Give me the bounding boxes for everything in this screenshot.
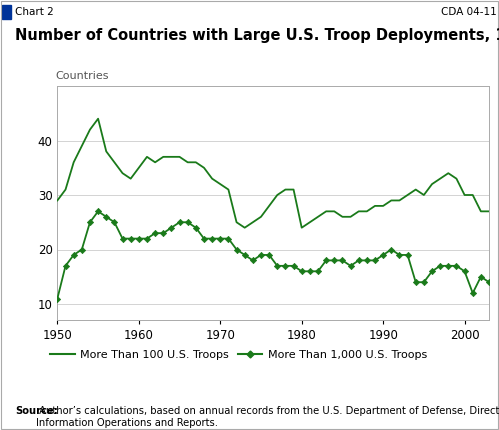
Text: Countries: Countries bbox=[55, 71, 109, 81]
Legend: More Than 100 U.S. Troops, More Than 1,000 U.S. Troops: More Than 100 U.S. Troops, More Than 1,0… bbox=[46, 345, 432, 364]
Text: Author’s calculations, based on annual records from the U.S. Department of Defen: Author’s calculations, based on annual r… bbox=[36, 406, 499, 428]
Text: CDA 04-11: CDA 04-11 bbox=[441, 7, 497, 17]
Text: Number of Countries with Large U.S. Troop Deployments, 1950-2003: Number of Countries with Large U.S. Troo… bbox=[15, 28, 499, 43]
Text: Chart 2: Chart 2 bbox=[15, 7, 54, 17]
Text: Source:: Source: bbox=[15, 406, 58, 416]
Bar bbox=[2, 5, 11, 19]
